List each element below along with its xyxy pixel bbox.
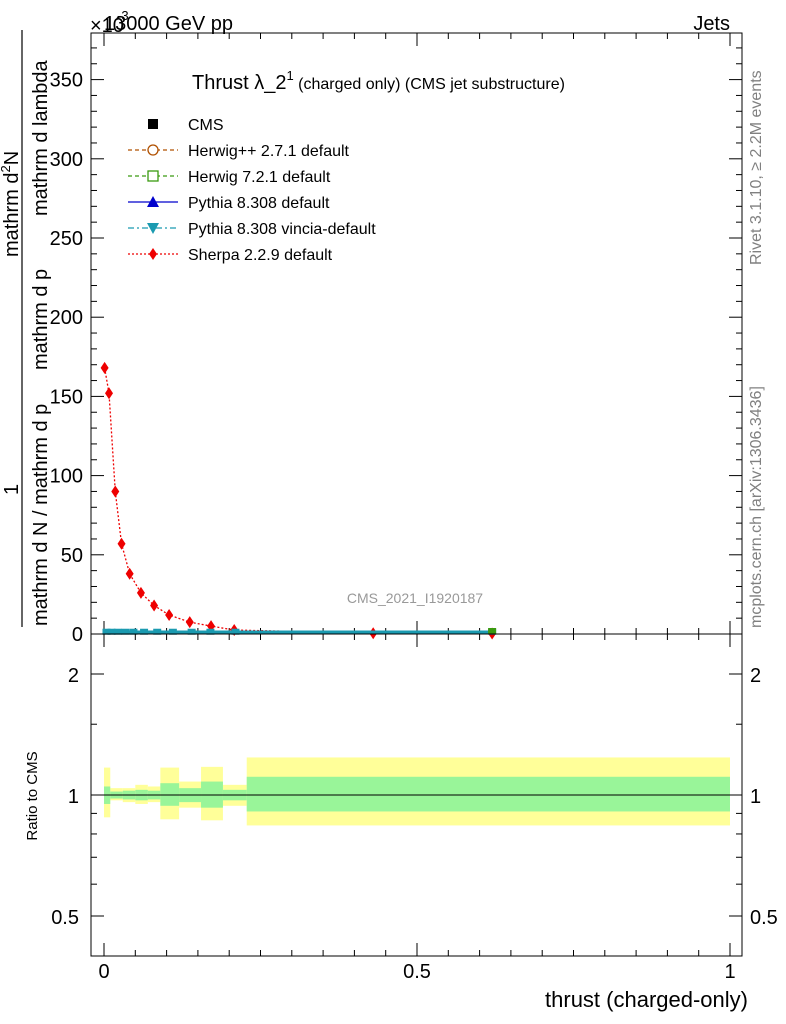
y-label-numerator: mathrm d2N	[0, 151, 23, 257]
legend-label: Pythia 8.308 default	[188, 195, 330, 212]
y-tick-label: 50	[61, 545, 83, 567]
sherpa-point	[150, 599, 159, 612]
y-tick-label: 0	[72, 624, 83, 646]
legend-label: Sherpa 2.2.9 default	[188, 247, 333, 264]
ratio-y-label: Ratio to CMS	[24, 751, 41, 840]
y-label-numerator-one: 1	[1, 484, 23, 495]
cms-point	[153, 628, 162, 635]
legend-entry: Pythia 8.308 vincia-default	[128, 221, 376, 238]
legend-entry: Pythia 8.308 default	[128, 195, 330, 212]
x-tick-label: 0.5	[403, 961, 431, 983]
y-tick-label: 300	[50, 149, 83, 171]
sherpa-point	[185, 616, 194, 629]
legend-marker-triangle-down	[147, 223, 159, 234]
rivet-label: Rivet 3.1.10, ≥ 2.2M events	[748, 70, 765, 265]
y-tick-label: 200	[50, 307, 83, 329]
legend-label: Pythia 8.308 vincia-default	[188, 221, 376, 238]
bottom-axis-ticks: 0.5 0.5 1 1 2 2 0 0.5 1	[51, 634, 778, 983]
header-right: Jets	[693, 13, 730, 35]
legend-entry: CMS	[148, 117, 224, 134]
x-axis-label: thrust (charged-only)	[545, 987, 748, 1012]
legend-entry: Herwig 7.2.1 default	[128, 169, 331, 186]
sherpa-point	[100, 361, 109, 374]
cms-point	[129, 628, 138, 635]
legend-label: CMS	[188, 117, 224, 134]
plot-title: Thrust λ_21 (charged only) (CMS jet subs…	[192, 68, 565, 94]
x-tick-label: 0	[98, 961, 109, 983]
y-label-numerator-sup: 2	[0, 165, 13, 172]
legend: CMS Herwig++ 2.7.1 default Herwig 7.2.1 de…	[128, 117, 376, 264]
ratio-tick-label-left: 0.5	[51, 907, 79, 929]
y-label-denominator-mid: mathrm d p	[30, 269, 52, 370]
legend-label: Herwig 7.2.1 default	[188, 169, 331, 186]
y-label-denominator: mathrm d N / mathrm d p	[30, 404, 52, 626]
cms-point	[168, 628, 177, 635]
y-tick-label: 350	[50, 70, 83, 92]
ratio-band-inner	[160, 783, 180, 806]
y-tick-label: 100	[50, 466, 83, 488]
sherpa-point	[165, 608, 174, 621]
top-data-layer	[100, 361, 497, 640]
legend-label: Herwig++ 2.7.1 default	[188, 143, 350, 160]
top-y-axis-label: 1 mathrm d2N mathrm d lambda mathrm d p …	[0, 30, 52, 627]
exponent-prefix: ×10	[90, 15, 124, 37]
ratio-band-inner	[246, 776, 730, 812]
legend-marker-open-square	[147, 170, 159, 182]
cms-point	[231, 628, 240, 635]
sherpa-point	[136, 586, 145, 599]
cms-point	[102, 628, 111, 635]
y-tick-label: 250	[50, 228, 83, 250]
bottom-panel: 0.5 0.5 1 1 2 2 0 0.5 1 Ratio to CMS	[24, 633, 778, 983]
legend-entry: Sherpa 2.2.9 default	[128, 247, 333, 264]
mcplots-label: mcplots.cern.ch [arXiv:1306.3436]	[748, 386, 765, 628]
cms-point	[187, 628, 196, 635]
title-main: Thrust λ_2	[192, 72, 286, 94]
y-label-numerator-d: mathrm d	[1, 173, 23, 257]
ratio-bands	[104, 757, 730, 826]
legend-marker-triangle-up	[147, 196, 159, 207]
ratio-tick-label-left: 2	[68, 665, 79, 687]
y-label-numerator-n: N	[1, 151, 23, 165]
legend-marker-circle	[147, 144, 159, 156]
cms-point	[140, 628, 149, 635]
title-superscript: 1	[286, 68, 293, 83]
legend-marker-square	[148, 119, 158, 129]
y-tick-label: 150	[50, 386, 83, 408]
ratio-tick-label-right: 0.5	[750, 907, 778, 929]
watermark: CMS_2021_I1920187	[347, 590, 483, 606]
sherpa-point	[105, 387, 114, 400]
exponent-value: -3	[117, 8, 129, 23]
top-axis-ticks: 0 50 100 150 200 250 300 350	[50, 33, 742, 646]
cms-point	[121, 628, 130, 635]
cms-point	[107, 628, 116, 635]
sherpa-point	[111, 485, 120, 498]
title-suffix: (charged only) (CMS jet substructure)	[294, 76, 565, 93]
cms-point	[206, 628, 215, 635]
ratio-tick-label-right: 1	[750, 786, 761, 808]
header-left: 13000 GeV pp	[104, 13, 233, 35]
legend-entry: Herwig++ 2.7.1 default	[128, 143, 350, 160]
ratio-tick-label-right: 2	[750, 665, 761, 687]
legend-marker-diamond	[149, 248, 157, 260]
ratio-tick-label-left: 1	[68, 786, 79, 808]
sherpa-point	[125, 567, 134, 580]
x-tick-label: 1	[724, 961, 735, 983]
tail-point	[488, 628, 497, 634]
cms-point	[113, 628, 122, 635]
sherpa-point	[117, 537, 126, 550]
y-label-denominator-end: mathrm d lambda	[30, 60, 52, 216]
